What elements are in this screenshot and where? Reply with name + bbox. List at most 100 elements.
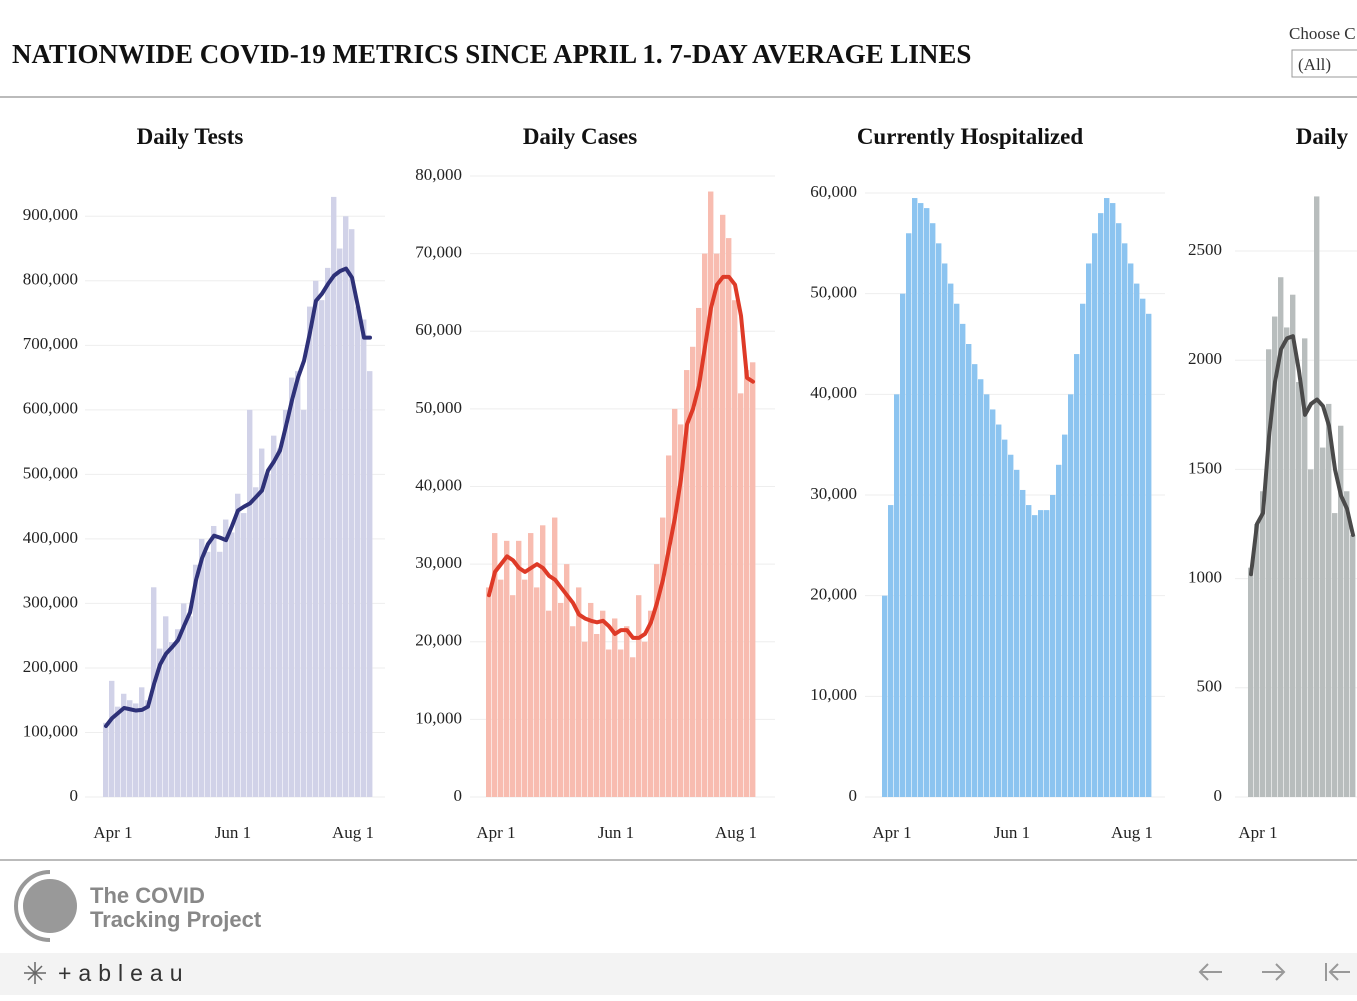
y-tick-label: 50,000	[415, 398, 462, 417]
bar	[193, 564, 199, 797]
bar	[1314, 196, 1320, 797]
y-tick-label: 0	[1214, 786, 1223, 805]
bar	[630, 657, 636, 797]
bar	[972, 364, 978, 797]
bar	[223, 519, 229, 797]
filter-dropdown[interactable]	[1291, 49, 1357, 78]
bar	[127, 700, 133, 797]
bar	[253, 487, 259, 797]
bar	[133, 703, 139, 797]
bar	[229, 532, 235, 797]
y-tick-label: 2000	[1188, 349, 1222, 368]
bar	[121, 693, 127, 797]
y-tick-label: 30,000	[810, 484, 857, 503]
bar	[241, 513, 247, 797]
bar	[504, 540, 510, 797]
bar	[1122, 243, 1128, 798]
chart-panel: Daily Cases 0 10,000 20,000 30,000 40,000 50,0…	[415, 124, 775, 842]
chart-title: Daily Tests	[137, 124, 244, 149]
bar	[1068, 394, 1074, 797]
revert-button[interactable]	[1325, 963, 1350, 981]
nav-buttons[interactable]	[1198, 963, 1350, 981]
x-tick-label: Apr 1	[476, 823, 515, 842]
bar	[1002, 439, 1008, 797]
x-tick-label: Jun 1	[215, 823, 251, 842]
bar	[498, 579, 504, 797]
y-tick-label: 60,000	[415, 320, 462, 339]
y-tick-label: 10,000	[415, 708, 462, 727]
chart-title: Daily Cases	[523, 124, 637, 149]
ctp-logo: The COVID Tracking Project	[14, 870, 262, 942]
y-tick-label: 60,000	[810, 182, 857, 201]
bar	[115, 706, 121, 797]
bar	[990, 409, 996, 797]
bar	[882, 595, 888, 797]
y-tick-label: 10,000	[810, 685, 857, 704]
bar	[528, 533, 534, 797]
bar	[558, 602, 564, 797]
bar	[271, 435, 277, 797]
bar	[1308, 469, 1314, 797]
y-tick-label: 1000	[1188, 568, 1222, 587]
bar	[295, 371, 301, 797]
y-tick-label: 600,000	[23, 399, 78, 418]
bar	[732, 300, 738, 797]
filter-value[interactable]: (All)	[1298, 55, 1331, 74]
chart-title: Currently Hospitalized	[857, 124, 1084, 149]
bar	[301, 409, 307, 797]
bar	[942, 263, 948, 797]
y-tick-label: 40,000	[415, 475, 462, 494]
bar	[1260, 491, 1266, 797]
average-line	[104, 266, 372, 729]
bar	[1278, 277, 1284, 798]
redo-button[interactable]	[1262, 963, 1286, 981]
y-tick-label: 80,000	[415, 165, 462, 184]
y-tick-label: 30,000	[415, 553, 462, 572]
bar	[1134, 283, 1140, 798]
bar	[163, 616, 169, 797]
bar	[157, 648, 163, 797]
bar	[738, 393, 744, 797]
x-tick-label: Aug 1	[715, 823, 757, 842]
y-tick-label: 800,000	[23, 270, 78, 289]
bar	[888, 505, 894, 797]
bar	[1026, 505, 1032, 797]
bar	[744, 370, 750, 797]
bar	[624, 626, 630, 797]
bar	[978, 379, 984, 797]
bar	[540, 525, 546, 797]
y-tick-label: 50,000	[810, 283, 857, 302]
y-tick-label: 400,000	[23, 528, 78, 547]
y-tick-label: 0	[849, 786, 858, 805]
bar	[486, 587, 492, 797]
bar	[139, 687, 145, 797]
x-tick-label: Apr 1	[1238, 823, 1277, 842]
bar	[912, 198, 918, 798]
y-tick-label: 1500	[1188, 458, 1222, 477]
bar	[1326, 403, 1332, 797]
bar	[1116, 223, 1122, 797]
bar	[918, 203, 924, 798]
bar	[1284, 327, 1290, 797]
logo-arc	[14, 870, 51, 942]
bar	[325, 267, 331, 797]
bar	[1020, 489, 1026, 797]
bar	[109, 680, 115, 797]
tableau-brand[interactable]: +ableau	[58, 960, 190, 986]
undo-button[interactable]	[1198, 963, 1222, 981]
bar	[247, 409, 253, 797]
bar	[355, 306, 361, 797]
bar	[235, 493, 241, 797]
bar	[175, 629, 181, 797]
bar	[1302, 338, 1308, 797]
toolbar	[0, 953, 1357, 995]
bar	[313, 280, 319, 798]
bar	[672, 408, 678, 797]
bar	[1038, 510, 1044, 797]
y-tick-label: 700,000	[23, 334, 78, 353]
bar	[187, 616, 193, 797]
bar	[1074, 354, 1080, 797]
dashboard-title: NATIONWIDE COVID-19 METRICS SINCE APRIL …	[12, 39, 971, 69]
bar	[367, 371, 373, 797]
bar	[534, 587, 540, 797]
